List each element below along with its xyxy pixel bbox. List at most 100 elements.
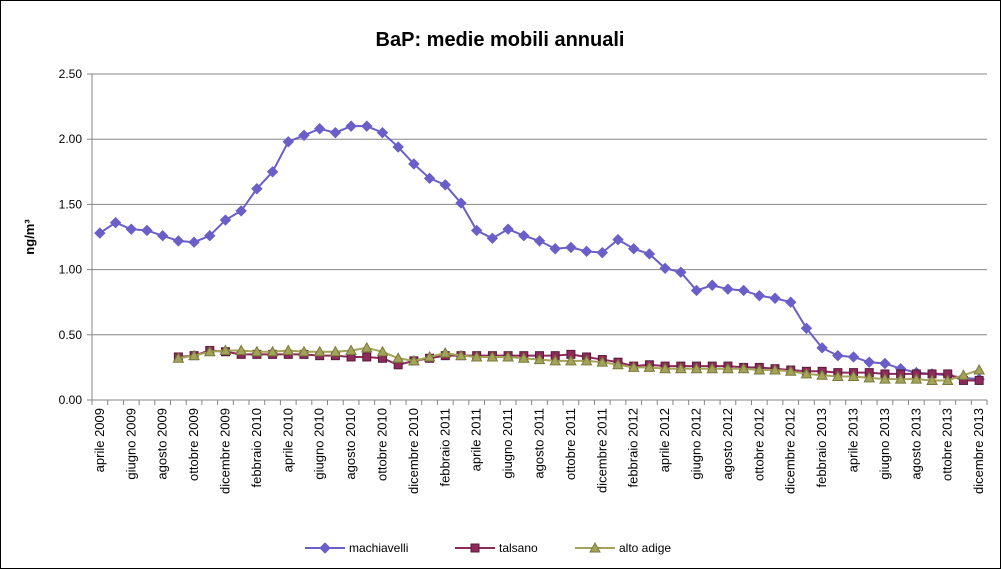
marker <box>251 183 263 195</box>
marker <box>737 284 750 297</box>
marker <box>423 350 436 362</box>
x-tick-label: aprile 2010 <box>280 408 295 472</box>
marker <box>156 229 169 242</box>
marker <box>753 289 766 302</box>
marker <box>894 373 907 384</box>
marker <box>251 345 263 357</box>
x-tick-label: giugno 2011 <box>500 408 515 479</box>
marker <box>565 354 577 366</box>
marker <box>219 214 232 226</box>
marker <box>345 344 357 355</box>
marker <box>879 357 891 370</box>
marker <box>706 362 719 374</box>
marker <box>376 126 389 139</box>
marker <box>423 172 436 185</box>
marker <box>204 229 216 242</box>
x-tick-label: giugno 2010 <box>312 408 327 480</box>
marker <box>690 284 703 297</box>
marker <box>847 351 860 363</box>
marker <box>219 344 232 355</box>
y-tick-label: 1.00 <box>59 263 83 277</box>
marker <box>266 166 279 178</box>
marker <box>455 197 467 209</box>
marker <box>533 235 546 247</box>
legend-marker <box>589 541 601 553</box>
marker <box>612 233 624 246</box>
legend-marker <box>319 542 331 554</box>
y-tick-label: 0.50 <box>59 328 83 342</box>
marker <box>313 345 326 357</box>
x-tick-label: dicembre 2010 <box>406 408 421 494</box>
marker <box>470 224 483 237</box>
x-tick-label: dicembre 2012 <box>783 408 798 494</box>
marker <box>769 292 781 304</box>
x-tick-label: agosto 2013 <box>908 408 923 480</box>
marker <box>455 349 467 361</box>
legend-label: machiavelli <box>349 541 408 555</box>
x-tick-label: ottobre 2011 <box>563 408 578 480</box>
marker <box>486 232 499 245</box>
marker <box>517 352 530 363</box>
marker <box>172 235 185 247</box>
marker <box>832 349 844 362</box>
marker <box>784 365 797 376</box>
marker <box>627 361 640 372</box>
marker <box>690 362 703 374</box>
marker <box>879 373 891 384</box>
x-tick-label: ottobre 2012 <box>751 408 766 481</box>
marker <box>188 349 200 361</box>
marker <box>470 350 483 362</box>
x-tick-label: aprile 2013 <box>846 408 861 472</box>
marker <box>360 341 373 353</box>
marker <box>362 352 372 362</box>
x-tick-label: giugno 2012 <box>689 408 704 480</box>
marker <box>941 374 954 385</box>
x-tick-label: agosto 2009 <box>155 408 170 480</box>
marker <box>298 345 310 357</box>
y-tick-label: 2.00 <box>59 132 83 146</box>
marker <box>628 243 640 255</box>
x-tick-label: ottobre 2009 <box>186 408 201 481</box>
marker <box>298 129 310 141</box>
marker <box>737 362 750 374</box>
marker <box>675 266 687 278</box>
marker <box>674 362 687 374</box>
x-tick-label: giugno 2009 <box>123 408 138 480</box>
marker <box>392 352 405 363</box>
marker <box>800 322 813 334</box>
marker <box>580 245 593 258</box>
marker <box>125 223 137 235</box>
x-tick-label: dicembre 2009 <box>217 408 232 494</box>
marker <box>816 342 828 354</box>
marker <box>313 123 326 135</box>
y-tick-label: 2.50 <box>59 67 83 81</box>
marker <box>596 246 609 259</box>
marker <box>94 227 106 239</box>
marker <box>518 229 530 242</box>
legend-label: talsano <box>499 541 538 555</box>
marker <box>722 283 734 295</box>
x-tick-label: aprile 2009 <box>92 408 107 472</box>
x-tick-label: aprile 2011 <box>469 408 484 471</box>
x-tick-label: dicembre 2013 <box>971 408 986 494</box>
marker <box>643 248 656 260</box>
marker <box>957 369 970 380</box>
marker <box>549 354 562 366</box>
marker <box>408 158 420 170</box>
series-line <box>178 346 980 382</box>
marker <box>235 205 247 217</box>
marker <box>659 262 671 275</box>
x-tick-label: giugno 2013 <box>877 408 892 480</box>
marker <box>282 344 295 355</box>
marker <box>910 373 923 384</box>
marker <box>596 356 609 367</box>
marker <box>109 216 122 229</box>
x-tick-label: aprile 2012 <box>657 408 672 472</box>
marker <box>549 243 561 255</box>
marker <box>329 126 342 139</box>
x-tick-label: dicembre 2011 <box>594 408 609 493</box>
chart-title: BaP: medie mobili annuali <box>376 29 625 51</box>
marker <box>502 223 514 235</box>
